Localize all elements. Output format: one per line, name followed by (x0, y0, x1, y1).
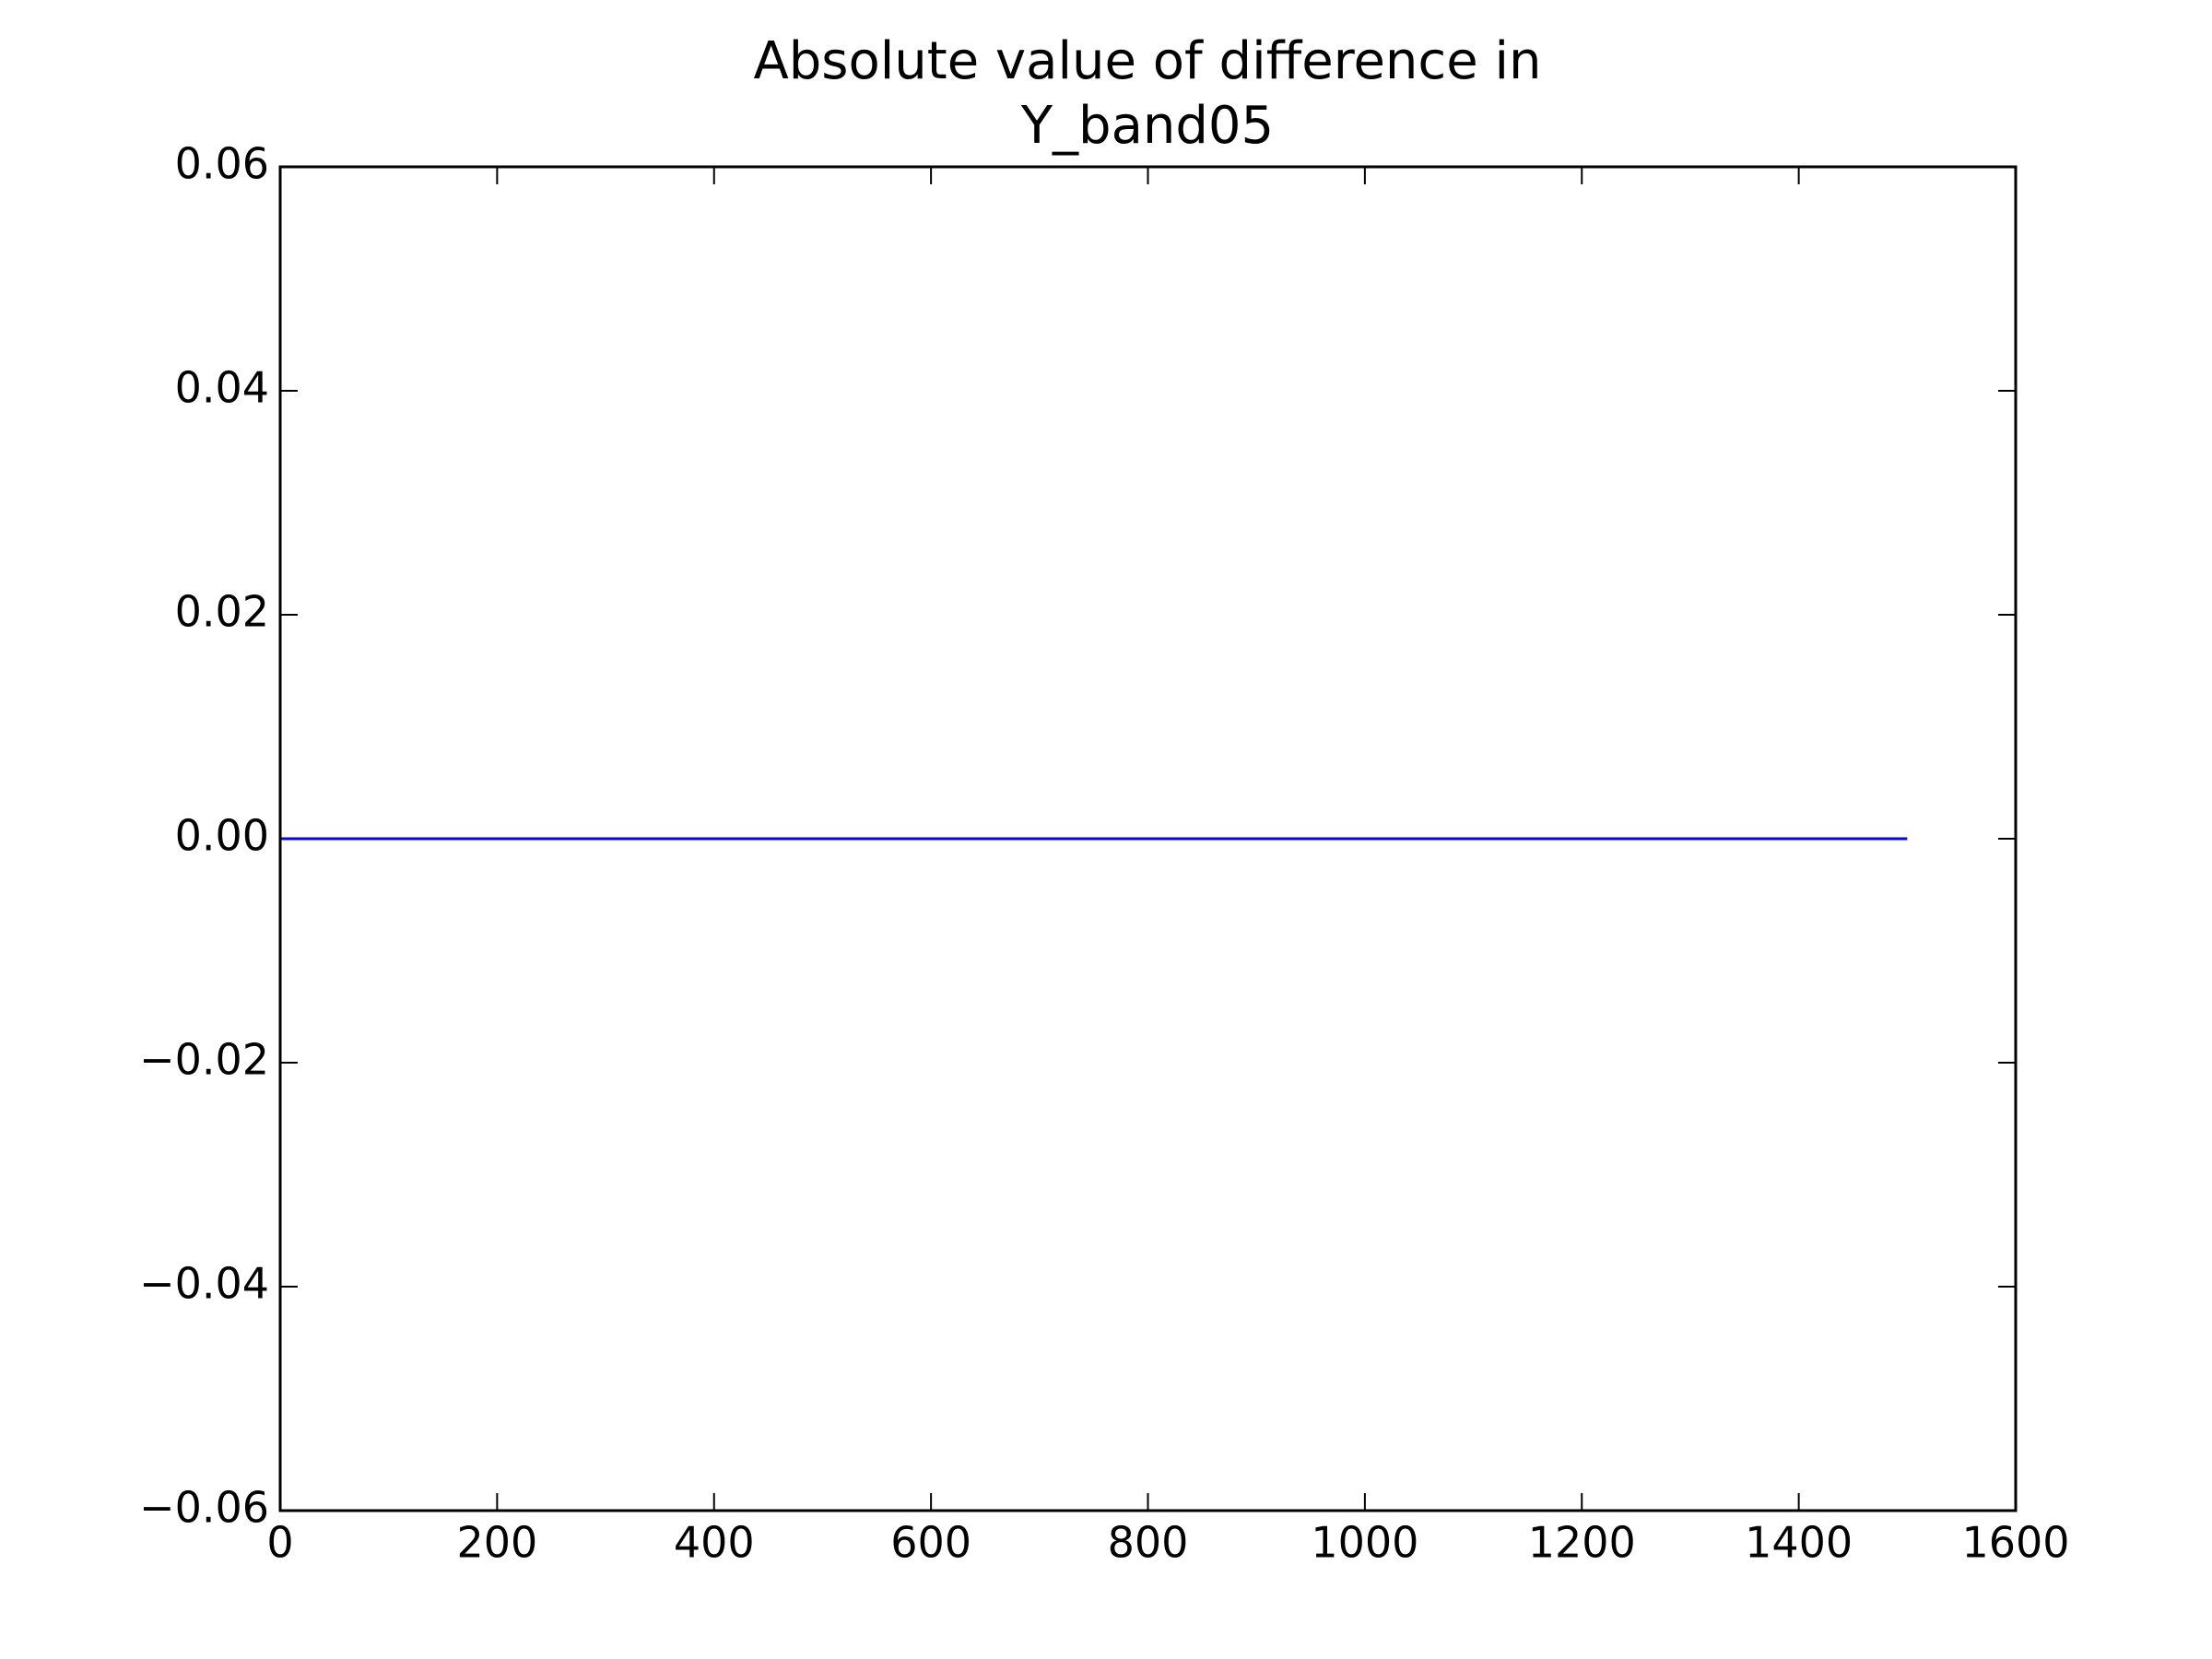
x-tick-label: 1000 (1311, 1518, 1418, 1568)
chart-title: Y_band05 (1020, 96, 1274, 156)
x-tick-label: 1200 (1528, 1518, 1636, 1568)
y-tick-label: −0.02 (139, 1035, 269, 1085)
y-tick-label: 0.04 (175, 363, 269, 413)
x-tick-label: 1400 (1745, 1518, 1853, 1568)
y-tick-label: −0.04 (139, 1259, 269, 1309)
y-tick-label: −0.06 (139, 1483, 269, 1533)
chart-title: Absolute value of difference in (753, 31, 1541, 91)
x-tick-label: 0 (266, 1518, 293, 1568)
x-tick-label: 200 (456, 1518, 537, 1568)
plot-frame (278, 165, 2018, 1512)
x-tick-label: 400 (674, 1518, 755, 1568)
x-tick-label: 800 (1108, 1518, 1189, 1568)
y-tick-label: 0.06 (175, 139, 269, 189)
y-tick-label: 0.00 (175, 811, 269, 861)
x-tick-label: 600 (890, 1518, 971, 1568)
y-tick-label: 0.02 (175, 587, 269, 637)
x-tick-label: 1600 (1961, 1518, 2069, 1568)
